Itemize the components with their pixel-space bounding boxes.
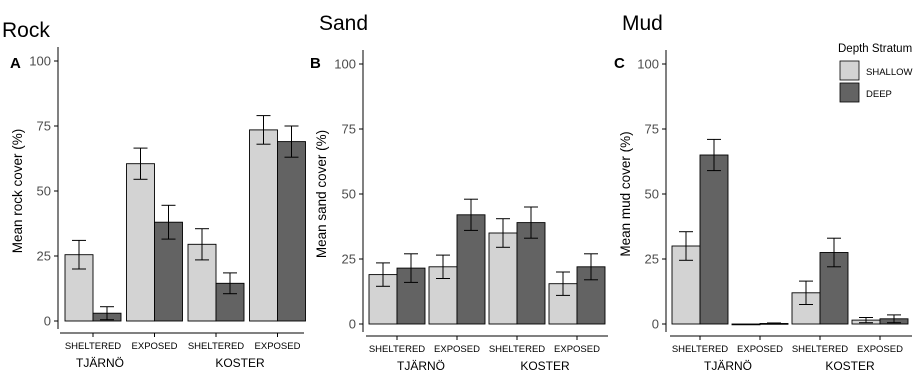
legend: Depth Stratum SHALLOW DEEP — [838, 43, 912, 103]
x-tick-label: SHELTERED — [188, 341, 244, 352]
panel-mud: Mud C 0 25 50 75 100 Mean mud cover (%) SHELTERE… — [614, 12, 912, 372]
x-tick-label: EXPOSED — [554, 344, 600, 355]
panel-title: Sand — [319, 12, 368, 35]
group-label: TJÄRNÖ — [704, 359, 752, 372]
panel-letter: B — [310, 55, 321, 72]
x-tick-label: EXPOSED — [132, 341, 178, 352]
y-tick-label: 25 — [37, 249, 51, 264]
y-tick-label: 0 — [44, 314, 51, 329]
group-label: KOSTER — [520, 359, 570, 372]
y-tick-label: 50 — [37, 184, 51, 199]
x-tick-label: EXPOSED — [737, 344, 783, 355]
legend-label-shallow: SHALLOW — [866, 67, 912, 78]
bar-deep — [516, 222, 546, 325]
bar-shallow — [249, 129, 278, 322]
bar-deep — [277, 141, 306, 322]
bar-deep — [456, 214, 486, 325]
y-tick-label: 100 — [334, 57, 356, 72]
legend-title: Depth Stratum — [838, 43, 912, 55]
y-tick-label: 0 — [652, 317, 659, 332]
y-tick-label: 25 — [342, 252, 356, 267]
y-tick-label: 100 — [29, 54, 51, 69]
y-tick-label: 50 — [645, 187, 659, 202]
y-tick-label: 75 — [645, 122, 659, 137]
bar-deep — [699, 154, 729, 325]
panel-letter: C — [614, 55, 625, 72]
y-tick-label: 100 — [637, 57, 659, 72]
x-tick-label: SHELTERED — [792, 344, 848, 355]
y-axis-label: Mean rock cover (%) — [10, 129, 25, 254]
bar-shallow — [731, 323, 761, 326]
x-tick-label: SHELTERED — [65, 341, 121, 352]
x-tick-label: EXPOSED — [434, 344, 480, 355]
panel-title: Rock — [2, 19, 50, 42]
y-axis-label: Mean mud cover (%) — [618, 131, 633, 256]
group-label: TJÄRNÖ — [397, 359, 445, 372]
y-tick-label: 0 — [349, 317, 356, 332]
panel-rock: Rock A 0 25 50 75 100 Mean rock cover (%) SHELTE… — [2, 19, 306, 370]
group-label: TJÄRNÖ — [76, 356, 124, 370]
x-tick-label: SHELTERED — [672, 344, 728, 355]
bar-shallow — [126, 163, 155, 322]
y-tick-label: 50 — [342, 187, 356, 202]
group-label: KOSTER — [215, 356, 265, 370]
x-tick-label: EXPOSED — [857, 344, 903, 355]
bar-shallow — [488, 232, 518, 325]
panel-sand: Sand B 0 25 50 75 100 Mean sand cover (%) SHELTE… — [310, 12, 608, 372]
y-tick-label: 75 — [37, 119, 51, 134]
legend-key-deep — [839, 82, 860, 103]
group-label: KOSTER — [825, 359, 875, 372]
legend-key-shallow — [839, 60, 860, 81]
panel-title: Mud — [622, 12, 663, 35]
x-tick-label: SHELTERED — [489, 344, 545, 355]
y-tick-label: 25 — [645, 252, 659, 267]
x-tick-label: SHELTERED — [369, 344, 425, 355]
legend-label-deep: DEEP — [866, 89, 892, 100]
x-tick-label: EXPOSED — [255, 341, 301, 352]
bar-deep — [396, 267, 426, 325]
y-axis-label: Mean sand cover (%) — [314, 130, 329, 258]
y-tick-label: 75 — [342, 122, 356, 137]
panel-letter: A — [10, 55, 21, 72]
